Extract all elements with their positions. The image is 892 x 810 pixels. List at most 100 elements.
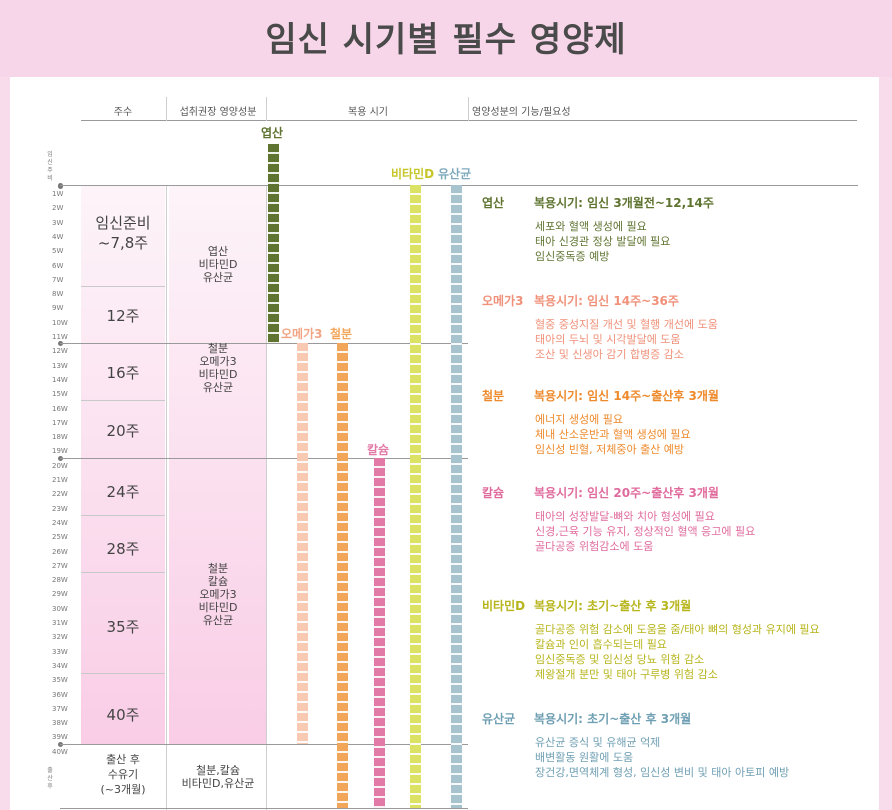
function-period: 복용시기: 초기~출산 후 3개월 bbox=[534, 599, 692, 613]
function-period: 복용시기: 임신 14주~36주 bbox=[534, 294, 679, 308]
recommended-group: 철분 칼슘 오메가3 비타민D 유산균 bbox=[198, 562, 238, 627]
period-separator bbox=[81, 515, 165, 516]
period-label: 임신준비 ~7,8주 bbox=[95, 214, 151, 252]
function-name: 비타민D bbox=[482, 599, 526, 613]
supplement-bar-label: 철분 bbox=[330, 327, 353, 341]
function-name: 칼슘 bbox=[482, 486, 505, 500]
function-line: 태아의 두뇌 및 시각발달에 도움 bbox=[535, 333, 681, 346]
period-separator bbox=[81, 673, 165, 674]
function-line: 임신중독증 예방 bbox=[535, 250, 610, 263]
period-label: 24주 bbox=[106, 483, 140, 501]
supplement-bar-label: 오메가3 bbox=[281, 327, 323, 341]
week-tick-label: 18W bbox=[52, 433, 68, 442]
week-tick-label: 1W bbox=[52, 190, 64, 198]
supplement-bar bbox=[451, 185, 462, 808]
supplement-bar bbox=[374, 458, 385, 808]
week-tick-label: 31W bbox=[52, 619, 68, 627]
period-label: 출산 후 수유기 (~3개월) bbox=[100, 753, 146, 796]
week-tick-label: 10W bbox=[52, 318, 68, 327]
week-tick-label: 37W bbox=[52, 704, 68, 713]
week-tick-label: 38W bbox=[52, 719, 68, 728]
week-tick-label: 15W bbox=[52, 390, 68, 399]
week-tick-label: 6W bbox=[52, 261, 64, 270]
function-name: 오메가3 bbox=[482, 294, 524, 308]
stage-separator bbox=[60, 458, 468, 459]
side-label-char: 신 bbox=[47, 159, 53, 166]
column-rule bbox=[266, 185, 267, 810]
stage-separator bbox=[60, 343, 468, 344]
week-tick-label: 39W bbox=[52, 733, 68, 742]
supplement-bar-label: 비타민D bbox=[391, 167, 435, 181]
period-label: 40주 bbox=[106, 706, 140, 724]
title-band bbox=[0, 0, 892, 77]
week-tick-label: 25W bbox=[52, 533, 68, 542]
week-tick-label: 40W bbox=[52, 747, 68, 756]
page-title: 임신 시기별 필수 영양제 bbox=[265, 20, 627, 60]
supplement-bar bbox=[410, 185, 421, 808]
recommended-column bbox=[169, 185, 267, 744]
period-label: 35주 bbox=[106, 618, 140, 636]
week-tick-label: 33W bbox=[52, 647, 68, 656]
week-tick-label: 11W bbox=[52, 333, 68, 341]
function-line: 장건강,면역체계 형성, 임신성 변비 및 태아 아토피 예방 bbox=[535, 766, 790, 779]
side-label-char: 출 bbox=[47, 767, 53, 774]
week-tick-label: 12W bbox=[52, 347, 68, 356]
week-tick-label: 28W bbox=[52, 576, 68, 585]
function-line: 유산균 증식 및 유해균 억제 bbox=[535, 736, 661, 749]
week-tick-label: 27W bbox=[52, 561, 68, 570]
function-line: 임신중독증 및 임신성 당뇨 위험 감소 bbox=[535, 653, 705, 666]
period-separator bbox=[81, 572, 165, 573]
week-tick-label: 19W bbox=[52, 447, 68, 456]
function-line: 혈중 중성지질 개선 및 혈행 개선에 도움 bbox=[535, 318, 718, 331]
week-tick-label: 8W bbox=[52, 290, 64, 299]
function-line: 조산 및 신생아 감기 합병증 감소 bbox=[535, 348, 685, 361]
stage-separator bbox=[60, 744, 468, 745]
side-label-char: 비 bbox=[47, 175, 53, 182]
week-tick-label: 3W bbox=[52, 218, 64, 227]
function-name: 엽산 bbox=[482, 196, 505, 210]
week-tick-label: 13W bbox=[52, 361, 68, 370]
function-line: 제왕절개 분만 및 태아 구루병 위험 감소 bbox=[535, 668, 718, 681]
week-tick-label: 36W bbox=[52, 690, 68, 699]
supplement-bar-label: 유산균 bbox=[438, 167, 472, 181]
week-tick-label: 35W bbox=[52, 676, 68, 685]
week-tick-label: 14W bbox=[52, 375, 68, 384]
function-line: 체내 산소운반과 혈액 생성에 필요 bbox=[535, 428, 691, 441]
header-recommended: 섭취권장 영양성분 bbox=[179, 107, 257, 118]
period-label: 28주 bbox=[106, 540, 140, 558]
side-label-char: 산 bbox=[47, 775, 53, 782]
function-line: 골다공증 위험감소에 도움 bbox=[535, 540, 654, 553]
function-period: 복용시기: 임신 14주~출산후 3개월 bbox=[534, 389, 719, 403]
function-line: 에너지 생성에 필요 bbox=[535, 413, 623, 426]
week-tick-label: 26W bbox=[52, 547, 68, 556]
period-label: 12주 bbox=[106, 307, 140, 325]
recommended-group: 엽산 비타민D 유산균 bbox=[198, 245, 238, 284]
period-separator bbox=[81, 286, 165, 287]
function-line: 임신성 빈혈, 저체중아 출산 예방 bbox=[535, 443, 685, 456]
function-line: 태아 신경관 정상 발달에 필요 bbox=[535, 235, 671, 248]
header-timing: 복용 시기 bbox=[348, 107, 388, 118]
column-rule bbox=[166, 185, 167, 810]
period-label: 20주 bbox=[106, 422, 140, 440]
week-tick-label: 32W bbox=[52, 633, 68, 642]
header-divider bbox=[266, 97, 267, 121]
stage-separator bbox=[60, 808, 468, 809]
supplement-bar-label: 엽산 bbox=[261, 126, 284, 140]
supplement-bar bbox=[297, 343, 308, 744]
recommended-group: 철분 오메가3 비타민D 유산균 bbox=[198, 342, 238, 394]
week-tick-label: 23W bbox=[52, 504, 68, 513]
side-label-char: 후 bbox=[47, 783, 53, 790]
week-tick-label: 22W bbox=[52, 490, 68, 499]
header-function: 영양성분의 기능/필요성 bbox=[472, 107, 571, 118]
supplement-bar bbox=[337, 343, 348, 808]
function-line: 신경,근육 기능 유지, 정상적인 혈액 응고에 필요 bbox=[535, 525, 756, 538]
week-tick-label: 30W bbox=[52, 604, 68, 613]
period-label: 16주 bbox=[106, 364, 140, 382]
side-label-char: 주 bbox=[47, 167, 53, 174]
week-tick-label: 24W bbox=[52, 518, 68, 527]
weeks-column bbox=[81, 185, 165, 744]
week-tick-label: 2W bbox=[52, 204, 64, 213]
side-label-char: 임 bbox=[47, 151, 53, 158]
header-divider bbox=[166, 97, 167, 121]
